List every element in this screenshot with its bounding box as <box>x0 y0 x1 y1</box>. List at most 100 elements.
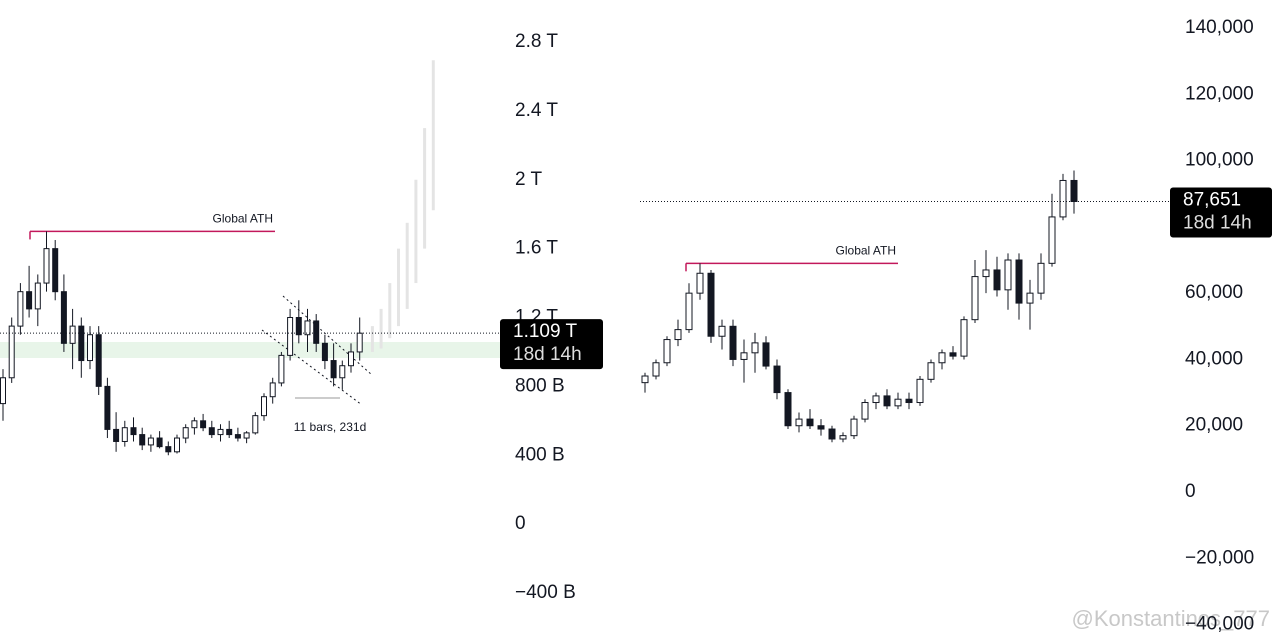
candle-body <box>938 352 946 364</box>
y-tick-label: 800 B <box>515 375 565 396</box>
zone <box>0 342 500 358</box>
ath-label: Global ATH <box>213 212 273 226</box>
price-box <box>500 319 603 370</box>
candle-body <box>729 325 737 360</box>
candle-body <box>165 446 172 453</box>
candle-body <box>1070 179 1078 203</box>
projection-bar <box>379 308 383 349</box>
y-tick-label: 120,000 <box>1185 83 1254 104</box>
candle-body <box>982 269 990 278</box>
candle-body <box>104 385 111 430</box>
y-tick-label: 140,000 <box>1185 17 1254 38</box>
candle-body <box>707 272 715 337</box>
candle-body <box>339 365 346 379</box>
y-tick-label: 400 B <box>515 444 565 465</box>
candle-body <box>17 291 24 327</box>
y-tick-label: 100,000 <box>1185 150 1254 171</box>
candle-body <box>1015 259 1023 304</box>
candle-body <box>949 352 957 357</box>
candle-body <box>696 272 704 294</box>
candle-body <box>960 319 968 357</box>
projection-bar <box>414 179 418 284</box>
candle-body <box>993 269 1001 291</box>
candle-body <box>971 276 979 321</box>
candle-body <box>762 342 770 367</box>
price-label: 1.109 T <box>513 321 577 342</box>
candle-body <box>121 427 128 442</box>
candle-body <box>641 375 649 384</box>
candle-body <box>139 434 146 446</box>
candle-body <box>1004 259 1012 291</box>
candle-body <box>806 418 814 427</box>
candle-body <box>817 425 825 430</box>
candle-body <box>191 420 198 429</box>
candle-body <box>828 428 836 440</box>
candle-body <box>278 354 285 384</box>
projection-bar <box>388 283 392 339</box>
candle-body <box>348 351 354 367</box>
candle-body <box>261 396 267 417</box>
y-tick-label: −40,000 <box>1185 614 1254 635</box>
y-tick-label: −20,000 <box>1185 547 1254 568</box>
y-tick-label: 40,000 <box>1185 348 1243 369</box>
candle-body <box>330 360 337 379</box>
candle-body <box>740 352 748 360</box>
countdown: 18d 14h <box>1183 213 1252 234</box>
candle-body <box>927 362 935 380</box>
candle-body <box>1048 216 1056 264</box>
candle-body <box>685 292 693 331</box>
candle-body <box>1059 179 1067 218</box>
candle-body <box>850 418 858 437</box>
candle-body <box>356 332 363 353</box>
candle-body <box>718 325 726 337</box>
candle-body <box>52 248 59 293</box>
projection-bar <box>370 326 374 352</box>
projection-bar <box>423 128 427 249</box>
y-tick-label: 1.6 T <box>515 238 558 259</box>
candle-body <box>8 325 15 379</box>
candle-body <box>60 291 67 344</box>
candle-body <box>200 420 207 429</box>
y-tick-label: 20,000 <box>1185 415 1243 436</box>
candle-body <box>217 428 224 436</box>
y-tick-label: 2.8 T <box>515 31 558 52</box>
y-tick-label: −400 B <box>515 582 576 603</box>
price-box <box>1170 187 1272 238</box>
candle-body <box>287 317 294 356</box>
candle-body <box>34 282 41 310</box>
candle-body <box>174 437 180 453</box>
candle-body <box>226 428 233 436</box>
candle-body <box>773 365 781 394</box>
candle-body <box>243 432 250 439</box>
candle-body <box>113 428 120 442</box>
candle-body <box>883 395 891 407</box>
y-tick-label: 0 <box>1185 481 1196 502</box>
projection-bar <box>431 60 435 211</box>
candle-body <box>751 342 759 354</box>
projection-bar <box>405 222 409 309</box>
candle-body <box>234 434 241 439</box>
candle-body <box>1037 262 1045 294</box>
candle-body <box>321 342 328 362</box>
wedge-line <box>261 329 363 406</box>
y-tick-label: 2 T <box>515 169 543 190</box>
candle-body <box>78 325 85 362</box>
candle-body <box>0 377 6 405</box>
candle-body <box>313 320 320 344</box>
countdown: 18d 14h <box>513 344 582 365</box>
candle-body <box>269 382 276 398</box>
candle-body <box>784 392 792 427</box>
candle-body <box>795 418 803 427</box>
candle-body <box>295 317 302 336</box>
candle-body <box>130 427 137 436</box>
projection-bar <box>397 248 400 327</box>
y-tick-label: 2.4 T <box>515 100 558 121</box>
candle-body <box>861 402 869 420</box>
candle-body <box>905 398 913 404</box>
pattern-label: 11 bars, 231d <box>294 420 367 434</box>
candle-body <box>872 395 880 404</box>
candle-body <box>674 329 682 341</box>
candle-body <box>182 427 189 439</box>
candle-body <box>43 248 50 284</box>
